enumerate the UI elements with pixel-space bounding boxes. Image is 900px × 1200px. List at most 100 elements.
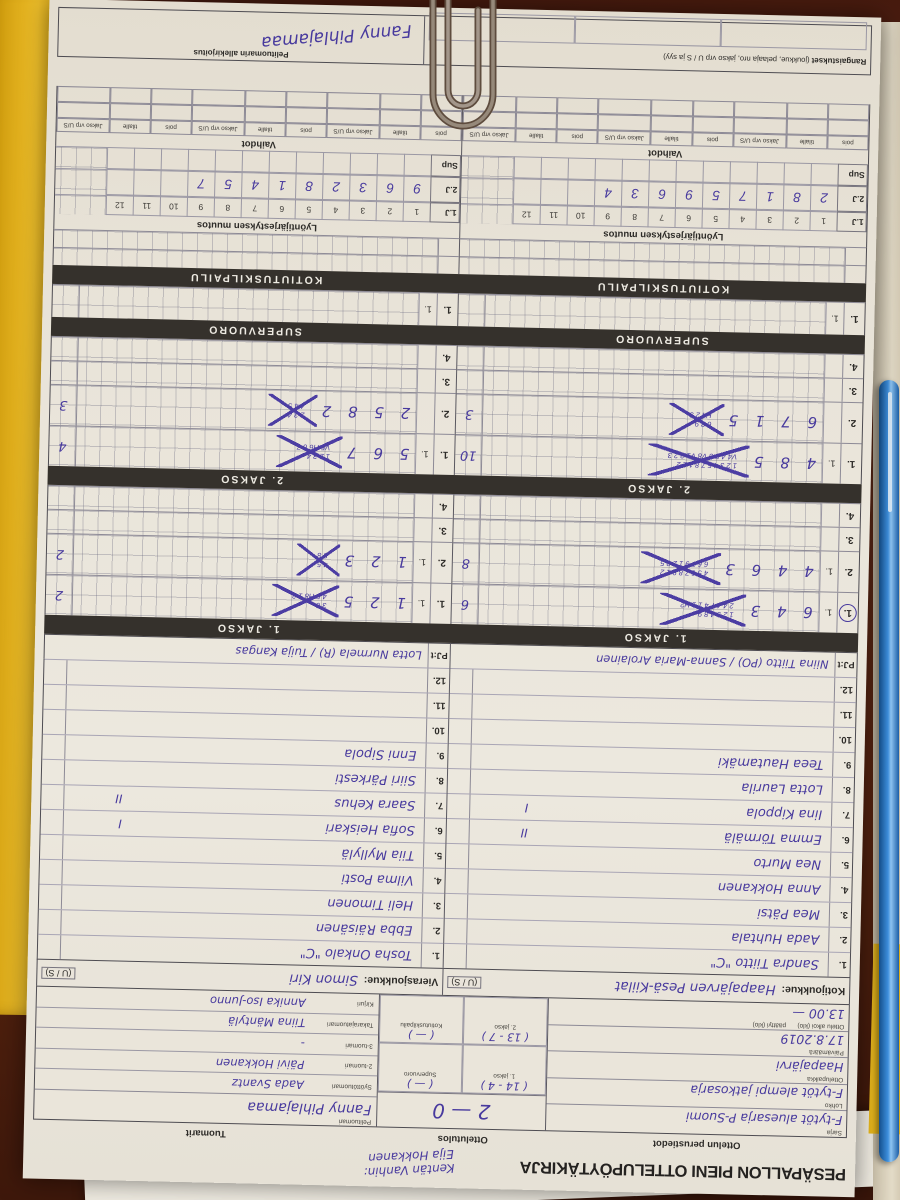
inning-sub-number: 1. — [825, 302, 844, 335]
runs-cell — [453, 519, 481, 543]
inning-sub-number — [820, 527, 839, 551]
form-title: PESÄPALLON PIENI OTTELUPÖYTÄKIRJA — [519, 1157, 847, 1184]
muutos-cell: 12 — [512, 204, 540, 225]
player-name: Siiri Pärkesti — [334, 770, 417, 788]
muutos-handwritten: 7 — [197, 176, 206, 192]
referee-rows: Syöttötuomari Aada Svantz 2-tuomari Päivi H… — [34, 987, 379, 1097]
muutos-cell — [540, 156, 569, 180]
inning-sub-number: 1. — [414, 434, 434, 475]
player-number: 1. — [420, 943, 444, 968]
muutos-cell — [322, 151, 351, 175]
inning-number: 1. — [436, 293, 458, 327]
muutos-cell: 8 — [620, 206, 648, 228]
muutos-cell: 9 — [674, 181, 703, 209]
player-name — [530, 733, 833, 740]
match-info-block: Sarja F-tytöt aluesarja P-Suomi Lohko F-… — [33, 985, 850, 1139]
player-mark — [472, 731, 530, 732]
side-out-cross — [647, 443, 750, 478]
row-end-cell — [41, 759, 66, 785]
muutos-cell: 5 — [214, 171, 242, 199]
muutos-handwritten: 6 — [658, 187, 667, 203]
muutos-cell: 2 — [375, 201, 403, 222]
runs-cell — [457, 346, 485, 370]
player-name: Teea Hautamäki — [717, 754, 824, 772]
inning-number: 3. — [431, 518, 453, 542]
inning-sub-number: 1. — [411, 583, 431, 624]
player-name: Ebba Räisänen — [315, 920, 413, 938]
player-name: Heli Timonen — [327, 895, 414, 913]
player-name — [124, 724, 426, 731]
vaihdot-empty-cell — [651, 115, 693, 133]
row-end-cell — [449, 693, 473, 719]
inning-number: 2. — [837, 551, 860, 593]
score-jakso1: ( 14 - 4 ) 1. jakso — [461, 1044, 547, 1096]
player-mark — [468, 906, 526, 907]
vaihdot-empty-cell — [109, 103, 152, 121]
muutos-cell — [106, 147, 135, 170]
vaihdot-empty-cell — [598, 98, 652, 116]
period-1-section: 1. JAKSO 1. JAKSO 1.1.6 4 31 2 3 4 8 92 … — [44, 484, 862, 653]
muutos-cell: 5 — [294, 199, 322, 220]
player-number: 4. — [422, 868, 445, 893]
vaihdot-empty-cell — [110, 87, 152, 105]
period-1-home: 1.1.6 4 31 2 3 4 8 92 4 4 7 4 1 1 H262.1… — [451, 494, 861, 634]
muutos-handwritten: 8 — [793, 190, 802, 206]
inning-sub-number — [417, 345, 436, 369]
muutos-cell — [567, 157, 596, 181]
muutos-handwritten: 2 — [332, 179, 341, 195]
referee-name: - — [300, 1036, 306, 1051]
muutos-cell — [187, 148, 216, 172]
referees-block: Pelituomari Fanny Pihlajamaa Syöttötuoma… — [34, 987, 379, 1127]
referee-role-label: 2-tuomari — [344, 1061, 373, 1070]
player-number: 1. — [827, 952, 851, 978]
referee-name: Aada Svantz — [231, 1076, 305, 1092]
player-name: Vilma Posti — [341, 871, 414, 888]
signature-cell: Pelituomarin allekirjoitus Fanny Pihlaja… — [193, 20, 413, 60]
player-mark — [63, 872, 121, 873]
inning-number: 3. — [434, 369, 457, 394]
vaihdot-empty-cell — [150, 104, 193, 121]
inning-number: 4. — [842, 354, 864, 379]
player-mark: II — [115, 791, 123, 806]
tally-stack: 1 2 3 4 5 7 8 1 2 2V4 4 5 8 V8 V1 2 2 3 — [647, 443, 750, 478]
muutos-cell — [268, 150, 297, 174]
muutos-cell: 3 — [620, 180, 649, 208]
inning-sub-number — [820, 503, 840, 527]
muutos-cell: 9 — [402, 175, 431, 203]
player-number: 2. — [421, 918, 444, 943]
field-chief-annotation: Kentän Vanhin: Eija Hokkanen — [363, 1147, 454, 1179]
muutos-handwritten: 6 — [386, 180, 395, 197]
muutos-cell: 9 — [186, 196, 215, 218]
score-grid: 4 8 51 2 3 4 5 7 8 1 2 2V4 4 5 8 V8 V1 2… — [481, 435, 823, 484]
row-end-cell — [446, 818, 470, 844]
muutos-fill — [54, 193, 107, 216]
muutos-cell — [756, 161, 784, 185]
player-number: 5. — [422, 843, 446, 868]
referee-role-label: Syöttötuomari — [331, 1082, 372, 1091]
muutos-cell: 10 — [566, 205, 594, 227]
side-out-cross — [639, 551, 721, 586]
player-name: Sandra Tiitto "C" — [709, 954, 819, 972]
player-mark — [67, 672, 125, 673]
score-grid: 6 4 31 2 3 4 8 92 4 4 7 4 1 1 H2 — [478, 584, 820, 633]
muutos-cell: 7 — [647, 207, 675, 228]
runs-cell — [51, 336, 79, 361]
vaihdot-col-header: tilalle — [650, 131, 693, 147]
inning-number: 1. — [843, 302, 865, 336]
blue-pen — [879, 380, 899, 1162]
vaihdot-empty-cell — [786, 118, 828, 136]
score-supervuoro: ( — ) Supervuoro — [377, 1042, 463, 1094]
player-name: Tosha Onkalo "C" — [299, 945, 413, 963]
muutos-cell: 6 — [267, 198, 296, 220]
muutos-handwritten: 9 — [413, 181, 422, 197]
player-mark — [66, 747, 124, 748]
muutos-cell: 9 — [593, 206, 621, 227]
inning-sub-number — [416, 369, 436, 393]
referee-name: Annika Iso-Junno — [209, 993, 306, 1010]
inning-number: 4. — [838, 503, 861, 528]
period-1-rows: 1.1.6 4 31 2 3 4 8 92 4 4 7 4 1 1 H262.1… — [44, 484, 862, 634]
runs-cell: 8 — [452, 543, 481, 584]
row-end-cell — [447, 793, 471, 819]
referee-name: Päivi Hokkanen — [215, 1055, 305, 1072]
vaihdot-empty-cell — [692, 116, 734, 134]
